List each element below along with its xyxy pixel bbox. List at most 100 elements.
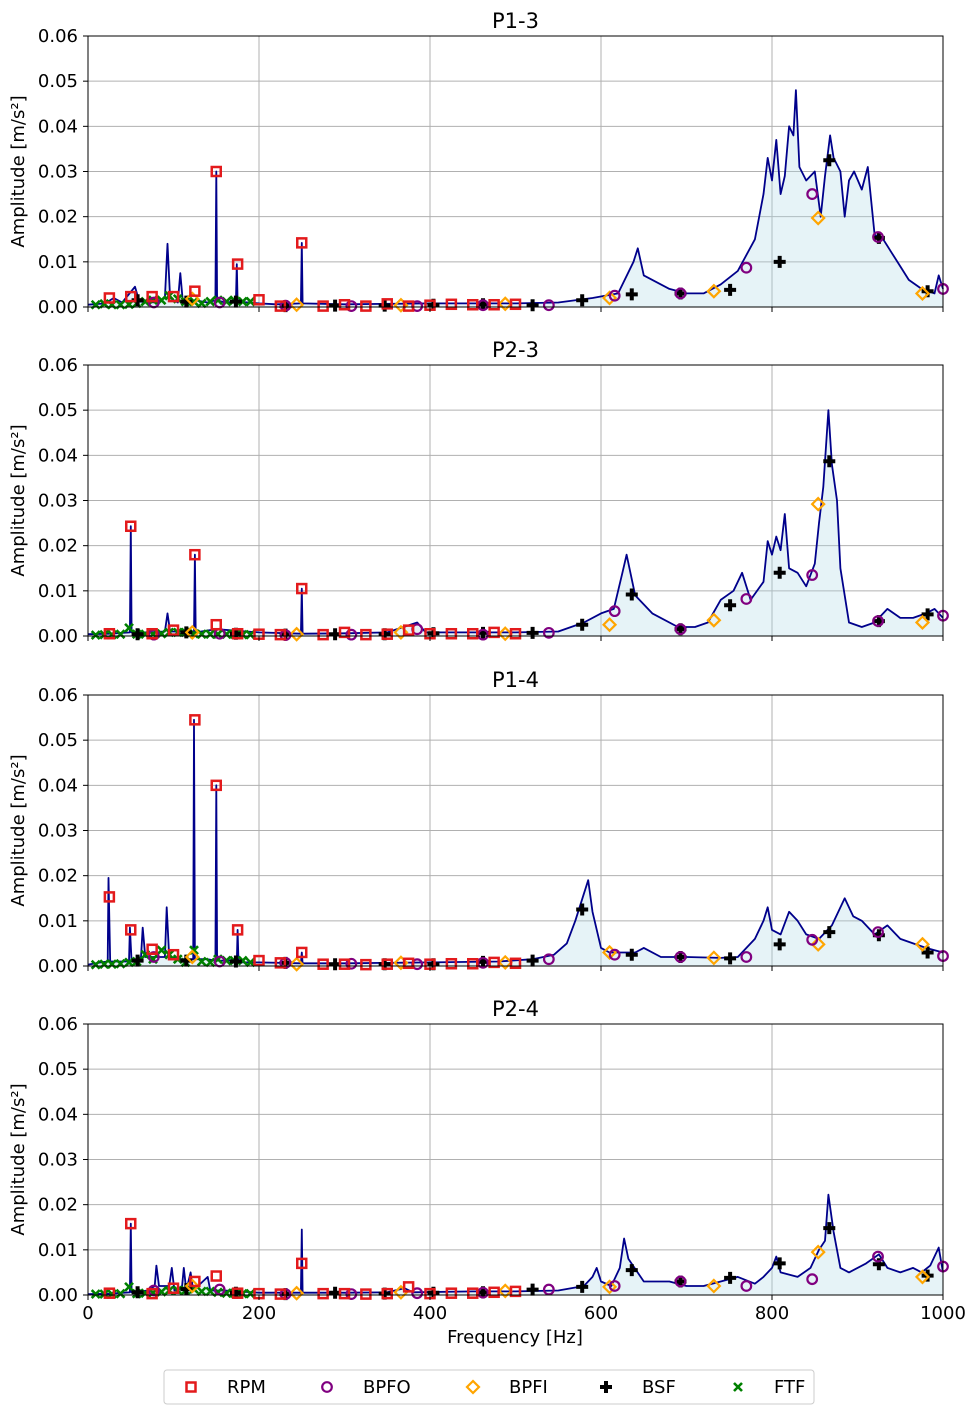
marker-bsf (526, 954, 539, 967)
y-tick-label: 0.02 (38, 1195, 78, 1216)
marker-ftf (115, 629, 126, 640)
marker-rpm (338, 298, 351, 311)
y-tick-label: 0.06 (38, 26, 78, 47)
marker-bsf (823, 926, 836, 939)
marker-rpm (167, 948, 180, 961)
marker-bpfo (872, 926, 884, 939)
y-tick-label: 0.02 (38, 207, 78, 228)
y-axis-label: Amplitude [m/s²] (8, 95, 29, 247)
marker-bsf (724, 952, 737, 965)
marker-bsf (724, 283, 737, 296)
marker-bsf (773, 566, 786, 579)
marker-rpm (402, 300, 415, 312)
marker-bsf (625, 588, 638, 601)
marker-rpm (274, 957, 287, 969)
marker-bpfo (872, 231, 884, 243)
legend-box (163, 1369, 815, 1405)
marker-bsf (229, 627, 242, 640)
marker-bpfo (213, 1283, 226, 1296)
marker-rpm (103, 1287, 116, 1299)
marker-ftf (237, 296, 248, 307)
marker-bsf (625, 1264, 638, 1277)
y-tick-label: 0.03 (38, 1150, 78, 1171)
marker-bsf (625, 288, 638, 301)
marker-rpm (103, 891, 116, 903)
marker-ftf (205, 1286, 216, 1297)
marker-rpm (509, 627, 522, 640)
marker-bpfo (806, 933, 819, 946)
marker-bsf (229, 295, 242, 308)
marker-rpm (381, 628, 393, 640)
marker-bsf (131, 294, 144, 307)
marker-bpfo (806, 1273, 819, 1286)
marker-bpfi (497, 296, 513, 312)
marker-rpm (509, 298, 522, 311)
marker-rpm (274, 1288, 287, 1300)
marker-bpfi (497, 954, 513, 970)
marker-bpfo (608, 1280, 621, 1292)
legend: RPM BPFO BPFI BSF FTF (163, 1369, 815, 1405)
marker-ftf (196, 629, 207, 640)
y-tick-label: 0.01 (38, 911, 78, 932)
marker-rpm (381, 958, 393, 970)
marker-bsf (674, 287, 687, 300)
marker-rpm (274, 300, 287, 312)
x-tick-label: 600 (584, 1303, 618, 1324)
marker-rpm (467, 627, 479, 640)
marker-bpfi (184, 1278, 200, 1294)
marker-bpfo (740, 951, 753, 963)
marker-bpfo (740, 593, 753, 605)
y-tick-label: 0.01 (38, 581, 78, 602)
marker-bpfo (806, 188, 819, 200)
marker-bsf (329, 1286, 342, 1299)
marker-bpfi (706, 950, 722, 966)
marker-rpm (231, 924, 244, 936)
marker-bpfi (706, 1278, 722, 1294)
legend-item-rpm: RPM (185, 1377, 266, 1398)
marker-bsf (773, 255, 786, 268)
marker-rpm (125, 520, 137, 532)
marker-bpfo (542, 626, 555, 639)
marker-bsf (823, 154, 836, 167)
marker-bpfi (497, 626, 513, 642)
marker-rpm (381, 298, 393, 310)
marker-bsf (180, 295, 193, 308)
x-tick-label: 200 (242, 1303, 276, 1324)
marker-ftf (205, 629, 216, 640)
spectrum-fill (88, 410, 943, 636)
marker-bpfo (872, 1250, 884, 1263)
marker-rpm (488, 1286, 500, 1299)
marker-bpfo (872, 615, 884, 627)
y-tick-label: 0.03 (38, 821, 78, 842)
marker-bpfi (914, 1269, 931, 1285)
legend-marker-rpm (185, 1381, 197, 1393)
x-axis-label: Frequency [Hz] (447, 1327, 583, 1348)
y-tick-label: 0.04 (38, 116, 78, 137)
marker-ftf (196, 956, 207, 967)
marker-rpm (296, 1257, 308, 1270)
marker-rpm (231, 258, 244, 270)
marker-bpfo (674, 623, 687, 636)
marker-ftf (107, 959, 117, 970)
marker-rpm (360, 1288, 372, 1300)
marker-bsf (131, 1286, 144, 1299)
panel-p1-4: P1-4 0.00 0.01 0.02 0.03 0.04 0.05 0.06 Amplitud… (8, 668, 949, 977)
legend-label: BPFI (509, 1377, 548, 1398)
y-tick-label: 0.03 (38, 162, 78, 183)
marker-bsf (674, 950, 687, 963)
marker-bpfo (674, 1275, 687, 1288)
y-tick-label: 0.01 (38, 252, 78, 273)
marker-bpfi (289, 297, 305, 313)
marker-rpm (445, 298, 458, 311)
marker-rpm (467, 298, 479, 311)
legend-item-bpfi: BPFI (465, 1377, 548, 1398)
y-tick-label: 0.05 (38, 71, 78, 92)
y-tick-label: 0.00 (38, 626, 78, 647)
marker-bsf (576, 294, 589, 307)
marker-bpfi (289, 956, 305, 972)
marker-rpm (381, 1287, 393, 1300)
marker-rpm (146, 290, 158, 303)
marker-ftf (124, 622, 134, 633)
y-tick-label: 0.04 (38, 1104, 78, 1125)
